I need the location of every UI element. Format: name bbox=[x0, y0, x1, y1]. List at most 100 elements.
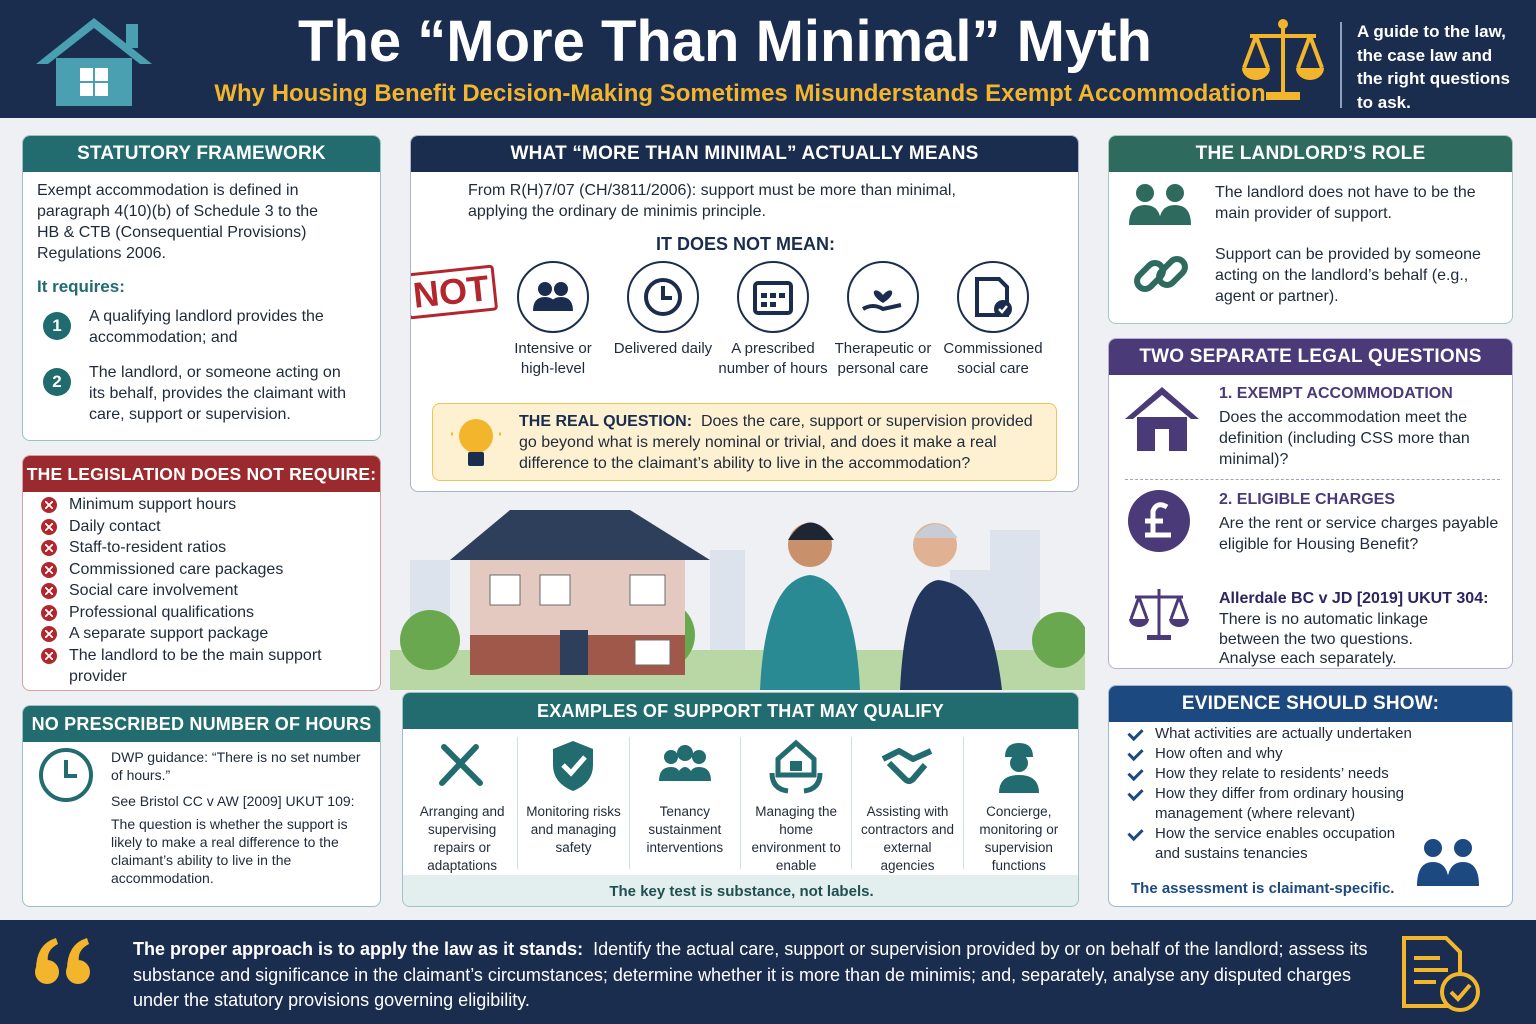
closing-body: Identify the actual care, support or sup… bbox=[133, 939, 1368, 1010]
icon bbox=[533, 282, 573, 311]
evidence-item: How often and why bbox=[1125, 744, 1415, 764]
illustration bbox=[390, 510, 1085, 690]
not-required-item: Commissioned care packages bbox=[39, 559, 369, 581]
not-mean-items: Intensive or high-level Delivered daily A … bbox=[498, 261, 1058, 379]
case-ref: See Bristol CC v AW [2009] UKUT 109: bbox=[111, 793, 355, 809]
example-item: Arranging and supervising repairs or ada… bbox=[407, 737, 517, 873]
example-label: Arranging and supervising repairs or ada… bbox=[419, 804, 505, 873]
real-question-label: THE REAL QUESTION: bbox=[519, 413, 693, 430]
icon-circle bbox=[627, 261, 699, 333]
example-label: Assisting with contractors and external … bbox=[860, 804, 954, 873]
not-mean-label: Commissioned social care bbox=[943, 340, 1043, 377]
requirement-text: The landlord, or someone acting on its b… bbox=[89, 364, 347, 423]
not-mean-item: Therapeutic or personal care bbox=[828, 261, 938, 379]
case-text: There is no automatic linkage between th… bbox=[1219, 611, 1428, 667]
real-question-box: THE REAL QUESTION: Does the care, suppor… bbox=[432, 403, 1057, 481]
requirement-number: 1 bbox=[43, 312, 71, 340]
icon-circle bbox=[737, 261, 809, 333]
closing-text: The proper approach is to apply the law … bbox=[133, 937, 1373, 1014]
question-title: 1. EXEMPT ACCOMMODATION bbox=[1219, 385, 1453, 402]
example-label: Tenancy sustainment interventions bbox=[646, 804, 724, 855]
evidence-list: What activities are actually undertaken H… bbox=[1125, 724, 1415, 864]
tagline: A guide to the law, the case law and the… bbox=[1357, 22, 1510, 112]
not-required-item: Daily contact bbox=[39, 516, 369, 538]
not-mean-label: Therapeutic or personal care bbox=[834, 340, 932, 377]
not-mean-label: Delivered daily bbox=[613, 340, 713, 357]
examples-panel: EXAMPLES OF SUPPORT THAT MAY QUALIFY Arr… bbox=[402, 692, 1079, 907]
requirement-number: 2 bbox=[43, 368, 71, 396]
icon bbox=[998, 743, 1039, 793]
title: The “More Than Minimal” Myth bbox=[298, 9, 1152, 74]
hours-panel: NO PRESCRIBED NUMBER OF HOURS DWP guidan… bbox=[22, 705, 381, 907]
not-stamp: NOT bbox=[411, 264, 499, 320]
example-item: Monitoring risks and managing safety bbox=[517, 737, 628, 869]
not-mean-item: Intensive or high-level bbox=[498, 261, 608, 379]
example-item: Tenancy sustainment interventions bbox=[628, 737, 740, 869]
panel-heading: WHAT “MORE THAN MINIMAL” ACTUALLY MEANS bbox=[411, 136, 1078, 172]
questions-panel: TWO SEPARATE LEGAL QUESTIONS 1. EXEMPT A… bbox=[1108, 338, 1513, 669]
example-item: Concierge, monitoring or supervision fun… bbox=[962, 737, 1074, 873]
pound-icon bbox=[1128, 490, 1190, 552]
meaning-panel: WHAT “MORE THAN MINIMAL” ACTUALLY MEANS … bbox=[410, 135, 1079, 492]
evidence-item: What activities are actually undertaken bbox=[1125, 724, 1415, 744]
example-item: Assisting with contractors and external … bbox=[851, 737, 962, 873]
evidence-item: How they differ from ordinary housing ma… bbox=[1125, 784, 1415, 824]
icon bbox=[658, 745, 711, 781]
not-required-item: Staff-to-resident ratios bbox=[39, 537, 369, 559]
not-mean-label: IT DOES NOT MEAN: bbox=[656, 234, 835, 254]
example-label: Concierge, monitoring or supervision fun… bbox=[979, 804, 1059, 873]
landlord-point: Support can be provided by someone actin… bbox=[1215, 246, 1481, 305]
example-icon bbox=[855, 737, 959, 799]
not-required-item: Minimum support hours bbox=[39, 494, 369, 516]
evidence-item: How the service enables occupation and s… bbox=[1125, 824, 1415, 864]
case-title: Allerdale BC v JD [2019] UKUT 304: bbox=[1219, 590, 1489, 607]
requirement-text: A qualifying landlord provides the accom… bbox=[89, 308, 324, 346]
example-icon bbox=[967, 737, 1071, 799]
question-text: Does the accommodation meet the definiti… bbox=[1219, 409, 1470, 468]
panel-heading: THE LEGISLATION DOES NOT REQUIRE: bbox=[23, 456, 380, 492]
icon bbox=[753, 281, 793, 315]
example-icon bbox=[633, 737, 737, 799]
landlord-panel: THE LANDLORD’S ROLE The landlord does no… bbox=[1108, 135, 1513, 324]
subtitle: Why Housing Benefit Decision-Making Some… bbox=[214, 80, 1266, 107]
house-icon bbox=[1125, 387, 1199, 451]
link-icon bbox=[1134, 256, 1188, 292]
icon bbox=[553, 741, 594, 791]
icon bbox=[644, 278, 682, 316]
icon-circle bbox=[517, 261, 589, 333]
not-required-item: Professional qualifications bbox=[39, 602, 369, 624]
example-icon bbox=[521, 737, 625, 799]
example-icon bbox=[744, 737, 848, 799]
clock-icon bbox=[39, 748, 93, 802]
intro: From R(H)7/07 (CH/3811/2006): support mu… bbox=[468, 182, 956, 220]
evidence-item: How they relate to residents’ needs bbox=[1125, 764, 1415, 784]
quote-icon bbox=[35, 938, 90, 984]
question-text: Are the rent or service charges payable … bbox=[1219, 515, 1499, 553]
panel-heading: TWO SEPARATE LEGAL QUESTIONS bbox=[1109, 339, 1512, 375]
examples-footer: The key test is substance, not labels. bbox=[403, 875, 1078, 906]
not-mean-label: Intensive or high-level bbox=[514, 340, 592, 377]
panel-heading: NO PRESCRIBED NUMBER OF HOURS bbox=[23, 706, 380, 742]
icon-circle bbox=[957, 261, 1029, 333]
intro: Exempt accommodation is defined in parag… bbox=[37, 182, 319, 262]
example-item: Managing the home environment to enable … bbox=[739, 737, 851, 891]
closing-lead: The proper approach is to apply the law … bbox=[133, 939, 584, 959]
closing-band: The proper approach is to apply the law … bbox=[0, 920, 1536, 1024]
real-question: Does the care, support or supervision pr… bbox=[519, 413, 1033, 472]
requires-label: It requires: bbox=[37, 277, 125, 296]
not-required-item: A separate support package bbox=[39, 623, 369, 645]
example-icon bbox=[410, 737, 514, 799]
not-require-panel: THE LEGISLATION DOES NOT REQUIRE: Minimu… bbox=[22, 455, 381, 691]
question-title: 2. ELIGIBLE CHARGES bbox=[1219, 491, 1396, 508]
hours-text: The question is whether the support is l… bbox=[111, 816, 348, 886]
panel-heading: EXAMPLES OF SUPPORT THAT MAY QUALIFY bbox=[403, 693, 1078, 729]
panel-heading: STATUTORY FRAMEWORK bbox=[23, 136, 380, 172]
icon bbox=[769, 739, 823, 794]
evidence-panel: EVIDENCE SHOULD SHOW: What activities ar… bbox=[1108, 685, 1513, 907]
example-label: Monitoring risks and managing safety bbox=[526, 804, 621, 855]
scales-icon bbox=[1242, 19, 1324, 100]
people-icon bbox=[1417, 839, 1479, 886]
not-mean-item: Delivered daily bbox=[608, 261, 718, 379]
icon bbox=[882, 748, 933, 784]
